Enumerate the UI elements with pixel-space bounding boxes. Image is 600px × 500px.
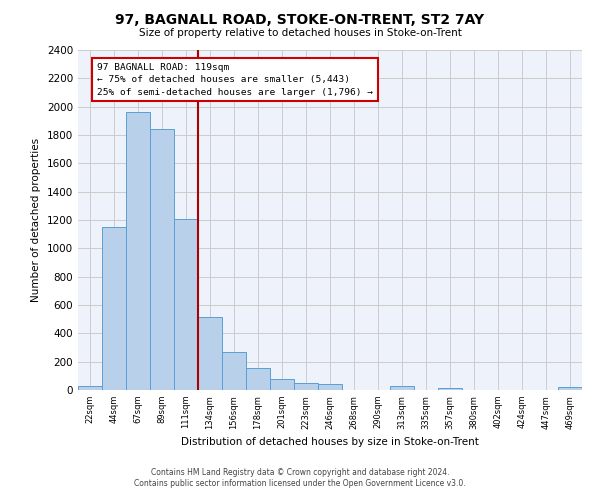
Text: Contains HM Land Registry data © Crown copyright and database right 2024.
Contai: Contains HM Land Registry data © Crown c…	[134, 468, 466, 487]
Bar	[390, 386, 414, 390]
Bar	[126, 112, 150, 390]
Bar	[318, 384, 342, 390]
Text: 97, BAGNALL ROAD, STOKE-ON-TRENT, ST2 7AY: 97, BAGNALL ROAD, STOKE-ON-TRENT, ST2 7A…	[115, 12, 485, 26]
Bar	[270, 378, 294, 390]
Y-axis label: Number of detached properties: Number of detached properties	[31, 138, 41, 302]
Bar	[438, 388, 462, 390]
Text: Size of property relative to detached houses in Stoke-on-Trent: Size of property relative to detached ho…	[139, 28, 461, 38]
Bar	[102, 227, 126, 390]
Text: 97 BAGNALL ROAD: 119sqm
← 75% of detached houses are smaller (5,443)
25% of semi: 97 BAGNALL ROAD: 119sqm ← 75% of detache…	[97, 62, 373, 97]
Bar	[558, 387, 582, 390]
X-axis label: Distribution of detached houses by size in Stoke-on-Trent: Distribution of detached houses by size …	[181, 437, 479, 447]
Bar	[174, 218, 198, 390]
Bar	[294, 383, 318, 390]
Bar	[198, 317, 222, 390]
Bar	[246, 368, 270, 390]
Bar	[150, 130, 174, 390]
Bar	[222, 352, 246, 390]
Bar	[78, 386, 102, 390]
